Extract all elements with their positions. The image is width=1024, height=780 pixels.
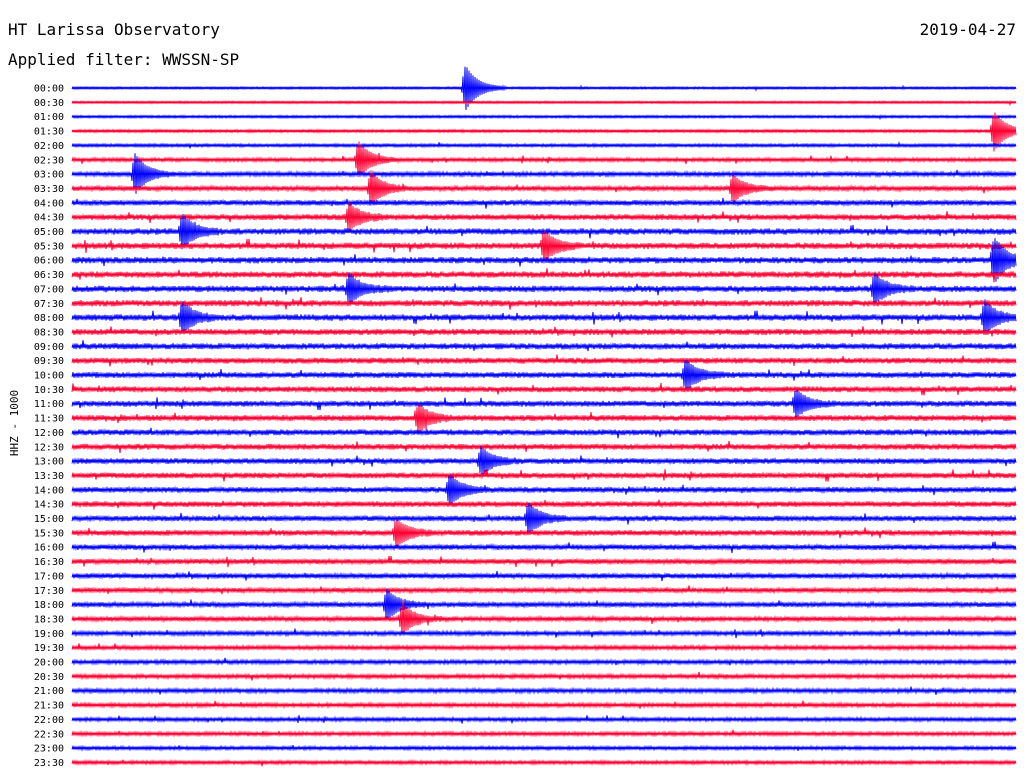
row-time-label: 04:30: [34, 213, 64, 224]
row-time-label: 07:00: [34, 284, 64, 295]
trace-row: [71, 297, 1017, 310]
row-time-label: 07:30: [34, 299, 64, 310]
row-time-label: 01:00: [34, 112, 64, 123]
filter-label: Applied filter: WWSSN-SP: [8, 50, 240, 69]
row-time-label: 17:30: [34, 586, 64, 597]
row-time-label: 09:30: [34, 356, 64, 367]
row-time-label: 18:00: [34, 600, 64, 611]
trace-row: [71, 499, 1017, 510]
row-time-label: 13:30: [34, 471, 64, 482]
row-time-label: 09:00: [34, 342, 64, 353]
row-time-label: 16:30: [34, 557, 64, 568]
station-title: HT Larissa Observatory: [8, 20, 220, 39]
row-time-label: 11:00: [34, 399, 64, 410]
row-time-label: 13:00: [34, 457, 64, 468]
row-time-label: 20:00: [34, 658, 64, 669]
row-time-label: 12:30: [34, 442, 64, 453]
row-time-label: 19:00: [34, 629, 64, 640]
row-time-label: 10:00: [34, 371, 64, 382]
row-time-label: 15:00: [34, 514, 64, 525]
row-time-label: 22:00: [34, 715, 64, 726]
row-time-label: 17:00: [34, 571, 64, 582]
row-time-label: 08:00: [34, 313, 64, 324]
row-time-label: 06:30: [34, 270, 64, 281]
row-time-label: 10:30: [34, 385, 64, 396]
row-time-label: 02:00: [34, 141, 64, 152]
trace-row: [71, 326, 1017, 338]
row-time-label: 05:00: [34, 227, 64, 238]
row-time-label: 14:30: [34, 500, 64, 511]
trace-row: [71, 555, 1017, 568]
row-time-label: 19:30: [34, 643, 64, 654]
row-time-label: 20:30: [34, 672, 64, 683]
row-time-label: 23:00: [34, 744, 64, 755]
row-time-label: 22:30: [34, 729, 64, 740]
trace-row: [71, 474, 1017, 507]
row-time-label: 16:00: [34, 543, 64, 554]
row-time-label: 12:00: [34, 428, 64, 439]
row-time-label: 04:00: [34, 198, 64, 209]
row-time-label: 02:30: [34, 155, 64, 166]
row-time-label: 08:30: [34, 327, 64, 338]
trace-row: [71, 427, 1017, 439]
row-time-label: 21:30: [34, 701, 64, 712]
row-time-label: 00:00: [34, 84, 64, 95]
row-time-label: 03:00: [34, 170, 64, 181]
row-time-label: 00:30: [34, 98, 64, 109]
row-time-label: 23:30: [34, 758, 64, 769]
trace-row: [71, 360, 1017, 391]
row-time-label: 03:30: [34, 184, 64, 195]
row-time-label: 11:30: [34, 414, 64, 425]
row-time-label: 06:00: [34, 256, 64, 267]
row-time-label: 01:30: [34, 127, 64, 138]
row-time-label: 05:30: [34, 241, 64, 252]
row-time-label: 18:30: [34, 614, 64, 625]
row-time-label: 21:00: [34, 686, 64, 697]
row-time-label: 14:00: [34, 485, 64, 496]
row-time-label: 15:30: [34, 528, 64, 539]
date-label: 2019-04-27: [919, 20, 1016, 39]
